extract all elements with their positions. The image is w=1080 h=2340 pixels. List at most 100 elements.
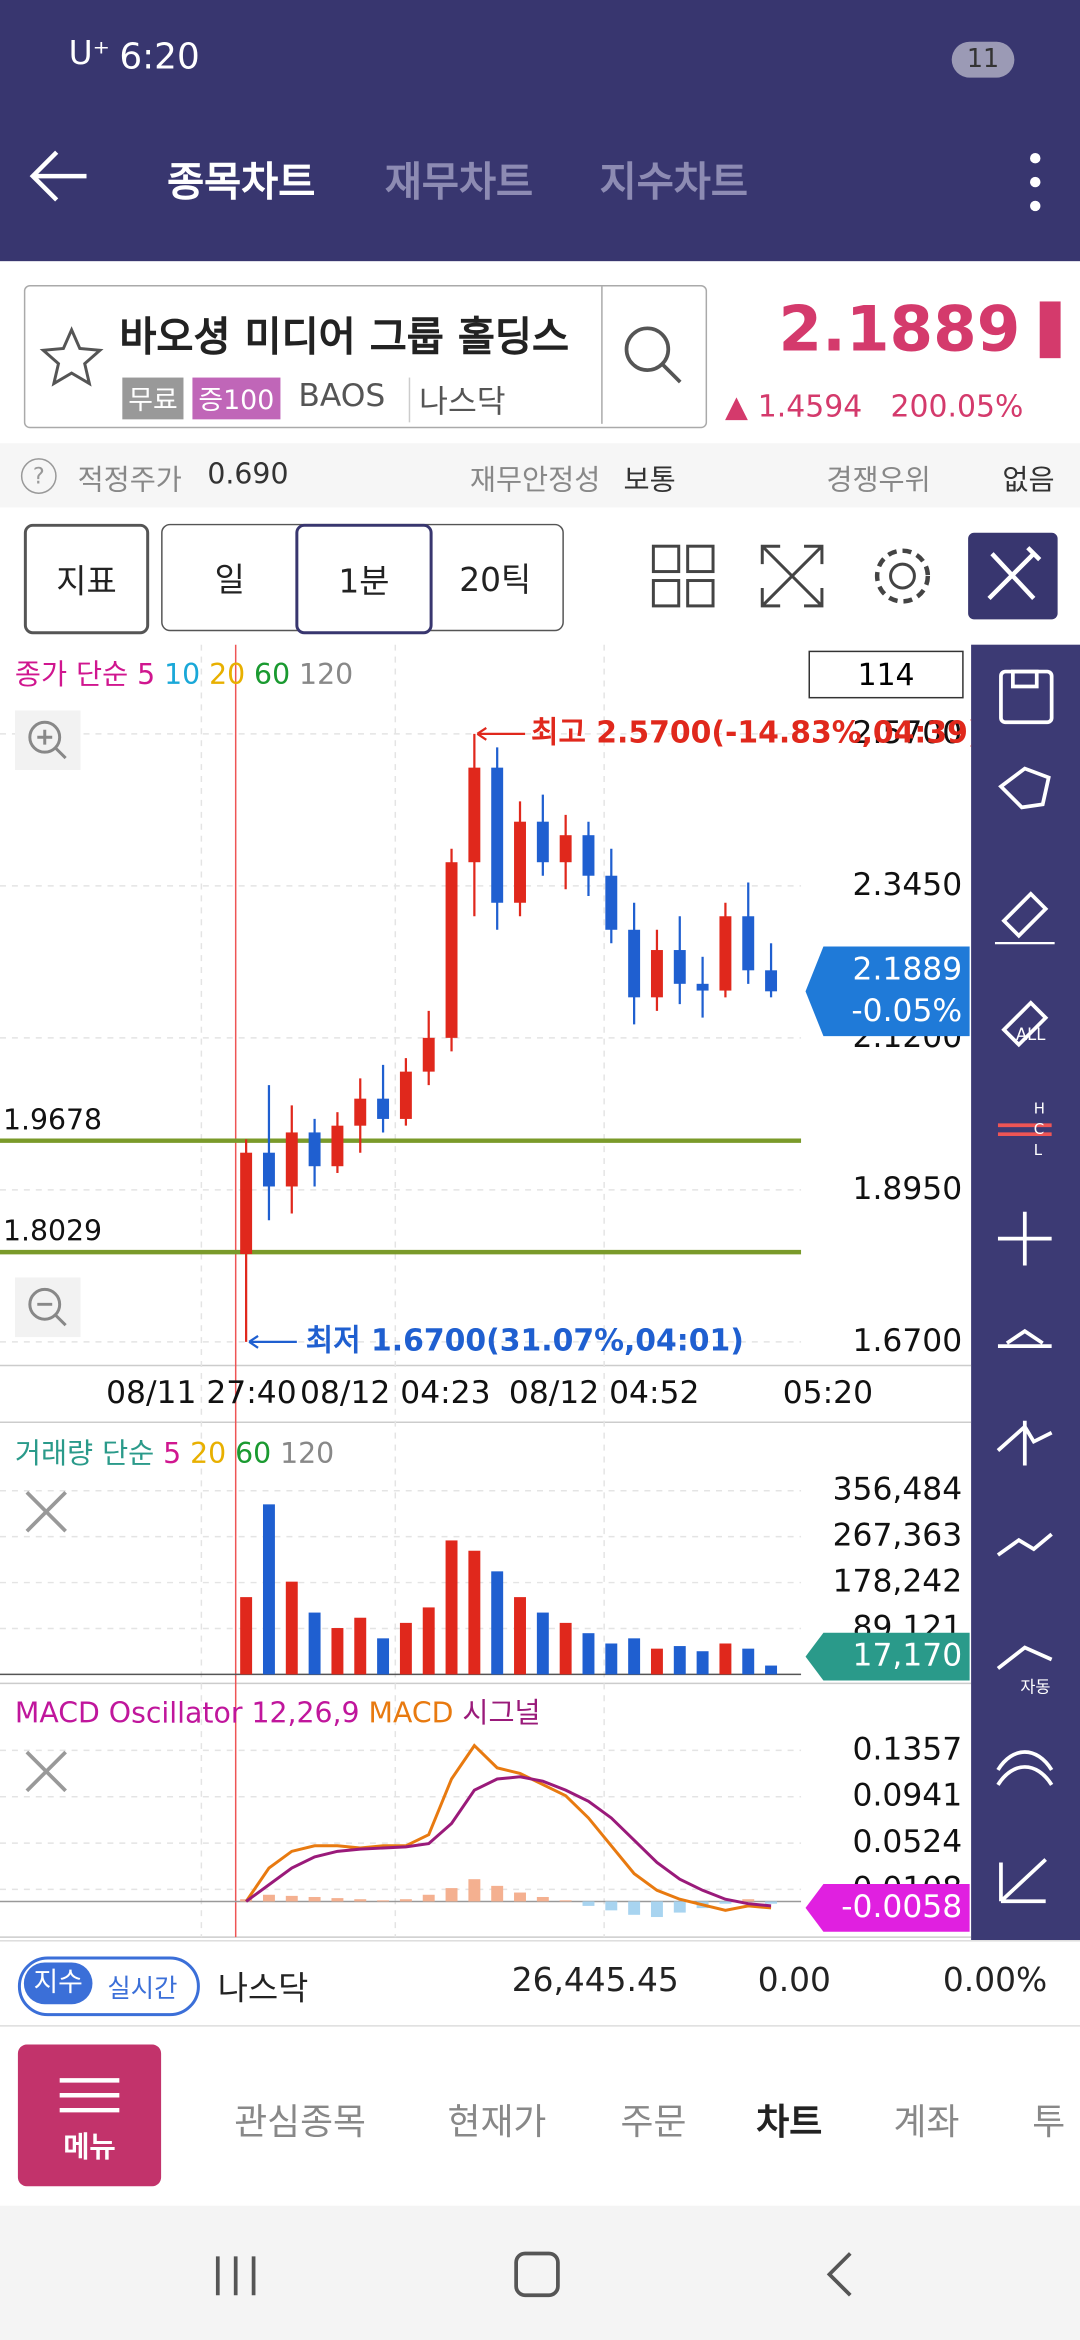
menu-button[interactable] [17, 2044, 162, 2187]
stock-box[interactable] [23, 285, 708, 429]
tools-button[interactable] [968, 532, 1058, 620]
favorite-star[interactable] [39, 325, 105, 388]
y-tick-label: 0.0524 [853, 1824, 963, 1860]
legend-item: 5 [137, 658, 155, 691]
ticker-badge: 지수 [23, 1962, 93, 2005]
price-change: 1.4594 [757, 388, 863, 424]
carrier: U⁺ [68, 35, 110, 74]
y-tick-label: 1.6700 [853, 1323, 963, 1359]
badge: 증100 [192, 377, 281, 420]
help-icon[interactable]: ? [20, 458, 57, 494]
more-button[interactable] [1020, 149, 1050, 215]
high-arrow [476, 726, 526, 741]
volume-bar [331, 1628, 344, 1675]
tab[interactable]: 재무차트 [384, 159, 534, 206]
x-tick-label: 08/12 04:52 [509, 1375, 699, 1411]
stock-name: 바오셩 미디어 그룹 홀딩스 [119, 314, 570, 362]
candle-body [285, 1132, 298, 1187]
ticker-toggle[interactable] [17, 1956, 200, 2017]
legend-item: 20 [209, 658, 245, 691]
system-nav-icons[interactable] [0, 2206, 1080, 2340]
close-panel[interactable] [21, 1489, 75, 1534]
oscillator-bar [719, 1901, 732, 1904]
app-header [0, 0, 1080, 262]
volume-bar [719, 1643, 732, 1675]
legend-item: 5 [163, 1437, 181, 1470]
legend-item: 시그널 [462, 1697, 540, 1730]
volume-bar [285, 1581, 298, 1675]
high-annotation: 최고 2.5700(-14.83%,04:39) [531, 715, 971, 750]
volume-bar [422, 1607, 435, 1675]
search-button[interactable] [621, 322, 687, 388]
oscillator-bar [285, 1895, 298, 1902]
zoom-out[interactable] [14, 1277, 81, 1338]
volume-bar [765, 1665, 778, 1675]
nav-item[interactable]: 계좌 [893, 2101, 960, 2144]
x-tick-label: 05:20 [783, 1375, 873, 1411]
oscillator-bar [765, 1901, 778, 1904]
settings-button[interactable] [870, 543, 936, 609]
side-tool-label: ALL [1015, 1025, 1046, 1045]
zoom-in[interactable] [14, 710, 81, 771]
nav-item[interactable]: 주문 [620, 2101, 687, 2144]
candle-body [673, 950, 686, 984]
indicator-button[interactable]: 지표 [23, 523, 150, 635]
legend-item: 60 [254, 658, 290, 691]
period-button[interactable]: 20틱 [459, 562, 532, 600]
nav-item[interactable]: 투 [1032, 2101, 1066, 2144]
side-tool-label: C [1033, 1122, 1045, 1139]
candle-body [491, 767, 504, 903]
candle-body [765, 970, 778, 992]
candle-body [559, 835, 572, 863]
oscillator-bar [742, 1899, 755, 1902]
candle-body [468, 767, 481, 863]
candle-body [719, 916, 732, 991]
legend-title: 거래량 단순 [15, 1437, 154, 1470]
nav-item[interactable]: 관심종목 [234, 2101, 366, 2144]
oscillator-bar [377, 1900, 390, 1902]
low-arrow [248, 1334, 297, 1349]
battery: 11 [951, 41, 1015, 78]
ticker-value: 26,445.45 [511, 1962, 679, 2000]
volume-bar [650, 1648, 663, 1675]
candle-body [696, 983, 709, 991]
back-button[interactable] [27, 146, 93, 206]
tab[interactable]: 종목차트 [167, 159, 316, 206]
oscillator-bar [491, 1885, 504, 1902]
legend-item: 20 [190, 1437, 226, 1470]
tab[interactable]: 지수차트 [599, 159, 748, 206]
price-tag-label: 2.1889 [853, 951, 963, 987]
candle-body [240, 1152, 253, 1255]
y-tick-label: 267,363 [833, 1518, 963, 1554]
nav-item[interactable]: 현재가 [447, 2101, 547, 2144]
chart-area: 종가 단순 5 10 20 60 1202.57002.34502.12001.89501… [0, 644, 972, 1938]
oscillator-bar [468, 1879, 481, 1902]
candle-body [536, 821, 549, 863]
ticker-mode: 실시간 [107, 1974, 178, 2005]
volume-bar [308, 1612, 321, 1675]
volume-bar [354, 1617, 367, 1675]
close-panel[interactable] [21, 1749, 75, 1794]
oscillator-bar [650, 1901, 663, 1918]
info-row [0, 443, 1080, 508]
legend-title: 종가 단순 [15, 658, 128, 691]
oscillator-bar [308, 1896, 321, 1902]
fullscreen-button[interactable] [759, 543, 825, 609]
oscillator-bar [399, 1899, 412, 1902]
volume-bar [582, 1633, 595, 1675]
oscillator-bar [628, 1901, 641, 1915]
candle-body [354, 1098, 367, 1126]
legend-item: 120 [299, 658, 353, 691]
nav-item[interactable]: 차트 [756, 2101, 823, 2144]
menu-label: 메뉴 [63, 2131, 116, 2164]
side-tool-icons[interactable] [971, 645, 1080, 1940]
count-box[interactable]: 114 [808, 650, 964, 699]
period-button[interactable]: 일 [214, 562, 245, 600]
layout-button[interactable] [650, 543, 716, 609]
period-button[interactable]: 1분 [295, 523, 433, 635]
price-tag [805, 1632, 970, 1681]
badge: 무료 [122, 377, 184, 420]
legend-item: 10 [164, 658, 200, 691]
